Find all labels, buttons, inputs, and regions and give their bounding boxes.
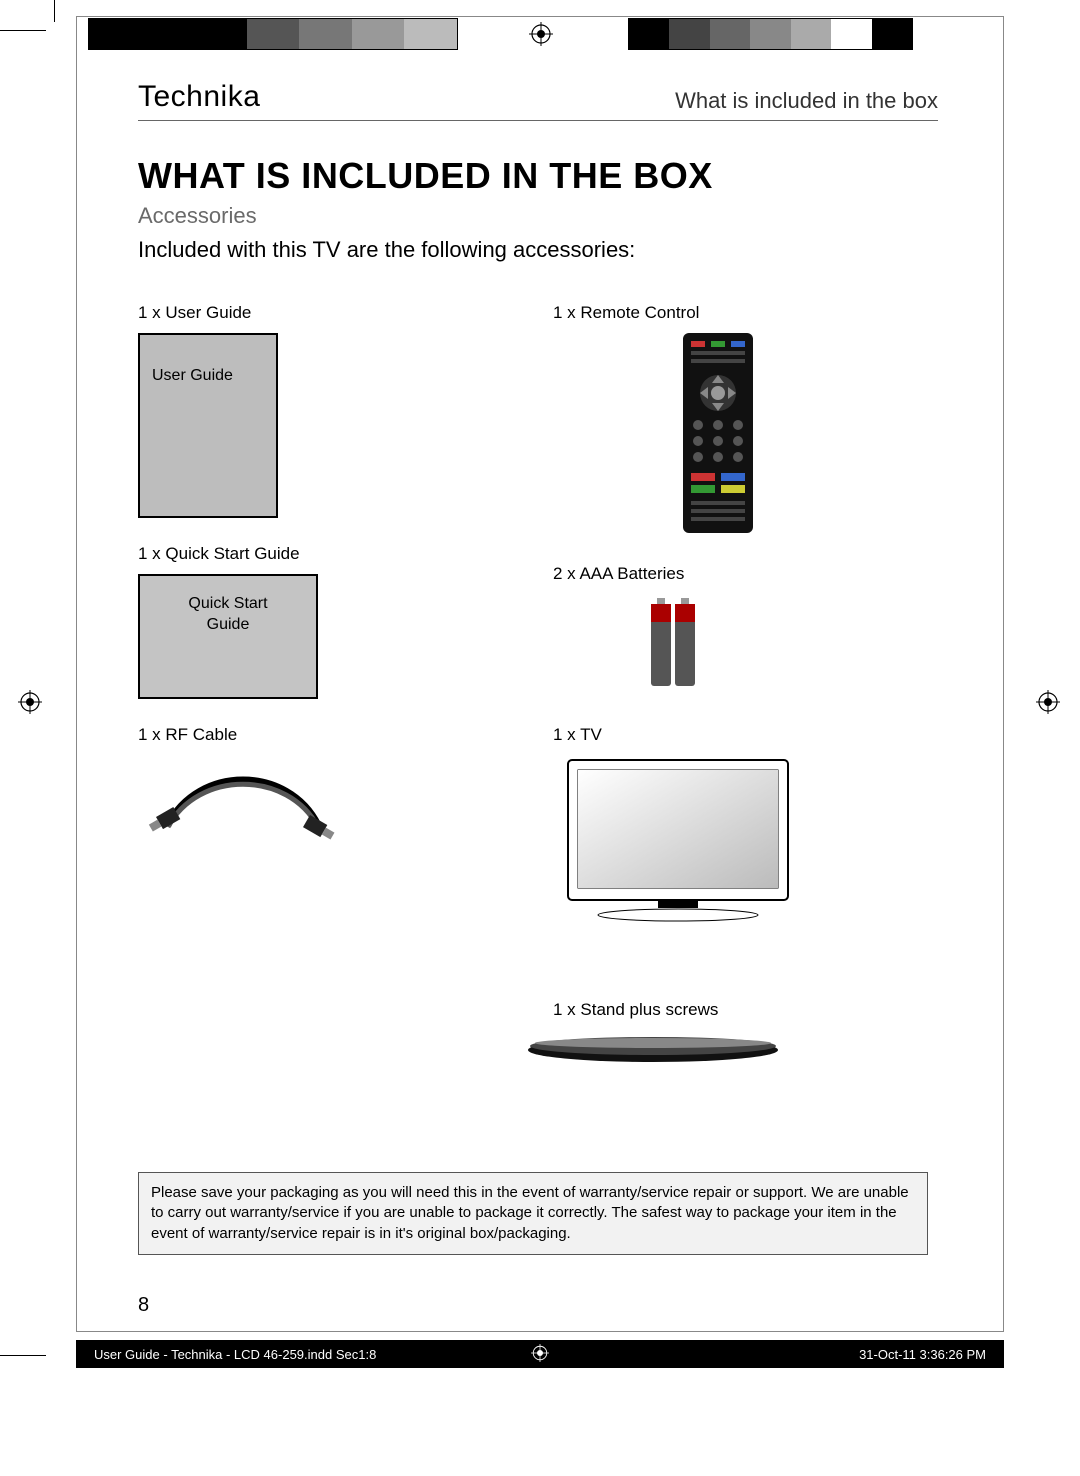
stand-graphic [523, 1030, 783, 1070]
lead-text: Included with this TV are the following … [138, 237, 938, 263]
footer-timestamp: 31-Oct-11 3:36:26 PM [859, 1347, 986, 1362]
registration-mark-icon [531, 1344, 549, 1365]
content-area: Technika What is included in the box WHA… [138, 80, 938, 1075]
page-title: WHAT IS INCLUDED IN THE BOX [138, 155, 938, 197]
user-guide-graphic: User Guide [138, 333, 278, 518]
registration-mark-icon [1036, 690, 1060, 714]
column-right: 1 x Remote Control 2 x AAA Batteries [553, 303, 938, 1075]
quick-start-box-text: Quick Start Guide [188, 595, 267, 633]
subtitle: Accessories [138, 203, 938, 229]
item-label-batteries: 2 x AAA Batteries [553, 564, 938, 584]
item-label-remote: 1 x Remote Control [553, 303, 938, 323]
column-left: 1 x User Guide User Guide 1 x Quick Star… [138, 303, 523, 1075]
tv-graphic [563, 755, 793, 925]
quick-start-graphic: Quick Start Guide [138, 574, 318, 699]
printer-colorbar-left [88, 18, 458, 50]
registration-mark-icon [18, 690, 42, 714]
printer-colorbar-right [628, 18, 913, 50]
item-label-tv: 1 x TV [553, 725, 938, 745]
item-label-quick-start: 1 x Quick Start Guide [138, 544, 523, 564]
item-label-rf-cable: 1 x RF Cable [138, 725, 523, 745]
crop-mark [54, 0, 55, 22]
remote-graphic [683, 333, 753, 533]
rf-cable-graphic [138, 755, 348, 855]
footer-bar: User Guide - Technika - LCD 46-259.indd … [76, 1340, 1004, 1368]
crop-mark [0, 30, 46, 31]
header-section-name: What is included in the box [675, 88, 938, 114]
brand-name: Technika [138, 80, 260, 114]
packaging-notice: Please save your packaging as you will n… [138, 1172, 928, 1255]
columns: 1 x User Guide User Guide 1 x Quick Star… [138, 303, 938, 1075]
batteries-graphic [643, 594, 703, 694]
item-label-user-guide: 1 x User Guide [138, 303, 523, 323]
footer-file: User Guide - Technika - LCD 46-259.indd … [94, 1347, 376, 1362]
user-guide-box-text: User Guide [152, 367, 233, 384]
header-row: Technika What is included in the box [138, 80, 938, 121]
item-label-stand: 1 x Stand plus screws [553, 1000, 938, 1020]
page-number: 8 [138, 1294, 149, 1317]
crop-mark [0, 1355, 46, 1356]
